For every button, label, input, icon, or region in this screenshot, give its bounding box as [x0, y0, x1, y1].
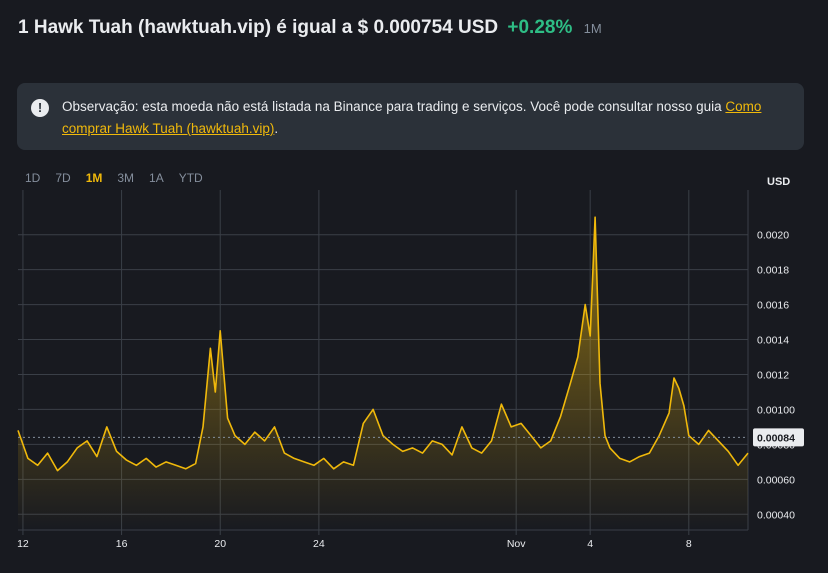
tab-ytd[interactable]: YTD: [178, 171, 203, 185]
x-tick-label: Nov: [507, 538, 526, 550]
how-to-buy-link[interactable]: Como comprar Hawk Tuah (hawktuah.vip): [62, 99, 762, 136]
y-tick-label: 0.0016: [757, 300, 789, 312]
notice-text: Observação: esta moeda não está listada …: [62, 96, 790, 140]
tab-1m[interactable]: 1M: [85, 171, 103, 185]
x-tick-label: 16: [116, 538, 128, 550]
price-area: [18, 217, 748, 530]
y-tick-label: 0.0012: [757, 369, 789, 381]
tab-1d[interactable]: 1D: [25, 171, 41, 185]
tab-7d[interactable]: 7D: [55, 171, 71, 185]
y-tick-label: 0.00040: [757, 509, 795, 521]
x-tick-label: 20: [214, 538, 226, 550]
price-line: [17, 216, 749, 472]
tab-1a[interactable]: 1A: [149, 171, 164, 185]
exclamation-icon: !: [31, 99, 49, 117]
y-tick-label: 0.00100: [757, 404, 795, 416]
currency-label: USD: [767, 176, 791, 188]
y-tick-label: 0.0018: [757, 265, 789, 277]
title-text: 1 Hawk Tuah (hawktuah.vip) é igual a $ 0…: [18, 17, 499, 38]
x-tick-label: 12: [17, 538, 29, 550]
current-price-tag: [753, 428, 804, 447]
y-tick-label: 0.0020: [757, 230, 789, 242]
range-tabs: 1D 7D 1M 3M 1A YTD: [25, 171, 218, 185]
notice-message: Observação: esta moeda não está listada …: [62, 99, 726, 114]
x-tick-label: 24: [313, 538, 325, 550]
y-tick-label: 0.00060: [757, 474, 795, 486]
tab-3m[interactable]: 3M: [117, 171, 135, 185]
current-price-label: 0.00084: [757, 432, 795, 444]
notice-suffix: .: [274, 121, 279, 136]
page-title: 1 Hawk Tuah (hawktuah.vip) é igual a $ 0…: [18, 17, 602, 39]
price-chart[interactable]: 0.000400.000600.000800.001000.00120.0014…: [0, 190, 828, 573]
price-change-badge: +0.28%: [507, 17, 573, 38]
x-tick-label: 4: [587, 538, 593, 550]
x-tick-label: 8: [686, 538, 692, 550]
y-tick-label: 0.0014: [757, 335, 789, 347]
period-label: 1M: [583, 21, 602, 36]
notice-box: ! Observação: esta moeda não está listad…: [17, 83, 804, 150]
